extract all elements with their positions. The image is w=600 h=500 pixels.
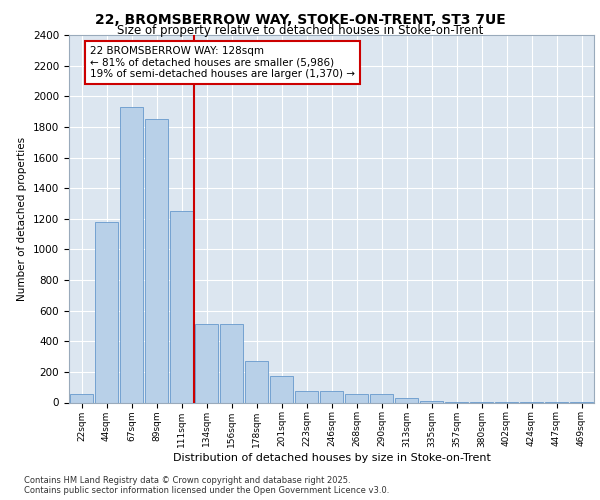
Bar (195, 324, 218, 402)
Bar (295, 391, 318, 402)
Text: Size of property relative to detached houses in Stoke-on-Trent: Size of property relative to detached ho… (117, 24, 483, 37)
Bar (270, 376, 293, 402)
Bar (420, 401, 443, 402)
Y-axis label: Number of detached properties: Number of detached properties (17, 136, 28, 301)
Bar (170, 211, 193, 402)
Bar (220, 324, 243, 402)
Bar (245, 361, 268, 403)
Text: 22 BROMSBERROW WAY: 128sqm
← 81% of detached houses are smaller (5,986)
19% of s: 22 BROMSBERROW WAY: 128sqm ← 81% of deta… (90, 46, 355, 79)
Bar (120, 107, 143, 403)
Bar (95, 222, 118, 402)
Bar (395, 398, 418, 402)
Bar (320, 391, 343, 402)
Text: 22, BROMSBERROW WAY, STOKE-ON-TRENT, ST3 7UE: 22, BROMSBERROW WAY, STOKE-ON-TRENT, ST3… (95, 12, 505, 26)
Text: Contains HM Land Registry data © Crown copyright and database right 2025.
Contai: Contains HM Land Registry data © Crown c… (24, 476, 389, 495)
Bar (345, 394, 368, 402)
Bar (145, 119, 168, 403)
Bar (370, 394, 393, 402)
X-axis label: Distribution of detached houses by size in Stoke-on-Trent: Distribution of detached houses by size … (173, 454, 490, 464)
Bar (70, 394, 93, 402)
